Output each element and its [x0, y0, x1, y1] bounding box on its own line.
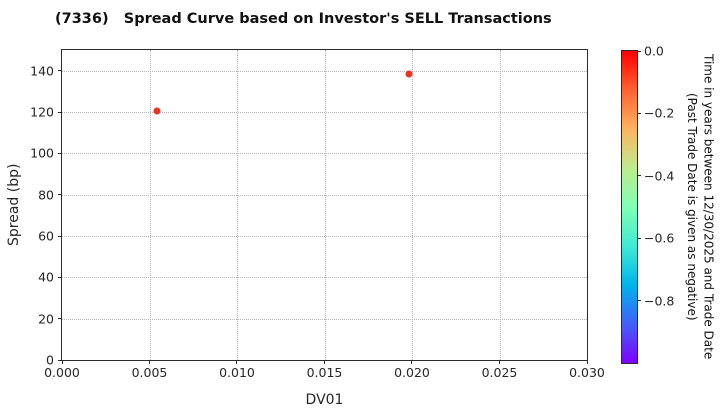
colorbar-tick [637, 50, 641, 52]
y-tick-label: 120 [30, 104, 54, 120]
y-tick [58, 359, 62, 361]
x-tick-label: 0.010 [219, 365, 255, 380]
colorbar-tick-label: 0.0 [644, 43, 664, 59]
y-tick [58, 235, 62, 237]
y-gridline [62, 194, 587, 196]
y-gridline [62, 153, 587, 155]
x-tick [148, 360, 150, 364]
y-tick-label: 60 [38, 228, 54, 244]
y-tick-label: 40 [38, 269, 54, 285]
y-gridline [62, 112, 587, 113]
x-gridline [237, 50, 238, 360]
x-tick-label: 0.030 [569, 365, 605, 380]
x-gridline [324, 50, 326, 360]
x-tick [411, 360, 413, 364]
x-tick [61, 360, 63, 364]
x-tick-label: 0.020 [394, 365, 430, 380]
x-tick [586, 360, 588, 364]
colorbar-label: Time in years between 12/30/2025 and Tra… [684, 44, 716, 370]
y-tick [58, 70, 62, 72]
colorbar-tick [637, 175, 641, 177]
colorbar-tick [637, 300, 641, 302]
x-gridline [149, 50, 151, 360]
x-tick-label: 0.000 [44, 365, 80, 380]
x-tick [324, 360, 325, 364]
y-tick-label: 20 [38, 311, 54, 327]
y-gridline [62, 70, 587, 72]
chart-title: (7336) Spread Curve based on Investor's … [55, 11, 552, 27]
x-tick [236, 360, 238, 364]
x-tick [499, 360, 500, 364]
colorbar-tick-label: −0.4 [644, 168, 675, 184]
colorbar-label-line2: (Past Trade Date is given as negative) [685, 93, 700, 321]
y-tick [58, 276, 62, 278]
colorbar-label-line1: Time in years between 12/30/2025 and Tra… [701, 54, 716, 360]
x-tick-label: 0.005 [131, 365, 168, 380]
y-tick-label: 140 [30, 63, 54, 79]
colorbar-tick [637, 237, 641, 239]
y-gridline [62, 277, 587, 279]
x-tick-label: 0.025 [481, 365, 518, 380]
y-tick [58, 318, 62, 320]
x-gridline [499, 50, 501, 360]
y-tick-label: 0 [46, 352, 54, 368]
colorbar: 0.0 −0.2 −0.4 −0.6 −0.8 [621, 44, 674, 364]
y-tick-label: 100 [30, 145, 54, 161]
x-axis-label: DV01 [305, 392, 344, 408]
colorbar-tick-label: −0.6 [644, 230, 675, 246]
y-tick-label: 80 [38, 187, 54, 203]
y-axis-label: Spread (bp) [6, 163, 22, 247]
x-tick-label: 0.015 [306, 365, 343, 380]
data-point [153, 107, 160, 115]
y-gridline [62, 236, 587, 237]
x-gridline [412, 50, 413, 360]
colorbar-tick-label: −0.2 [644, 105, 675, 121]
colorbar-tick-label: −0.8 [644, 293, 675, 309]
y-tick [58, 194, 62, 196]
y-tick [58, 111, 62, 113]
plot-area: 0.000 0.005 0.010 0.015 0.020 0.025 0.030 0 20 40… [30, 49, 605, 380]
colorbar-tick [637, 112, 641, 114]
y-gridline [62, 318, 587, 320]
data-point [405, 70, 412, 78]
y-tick [58, 152, 62, 154]
